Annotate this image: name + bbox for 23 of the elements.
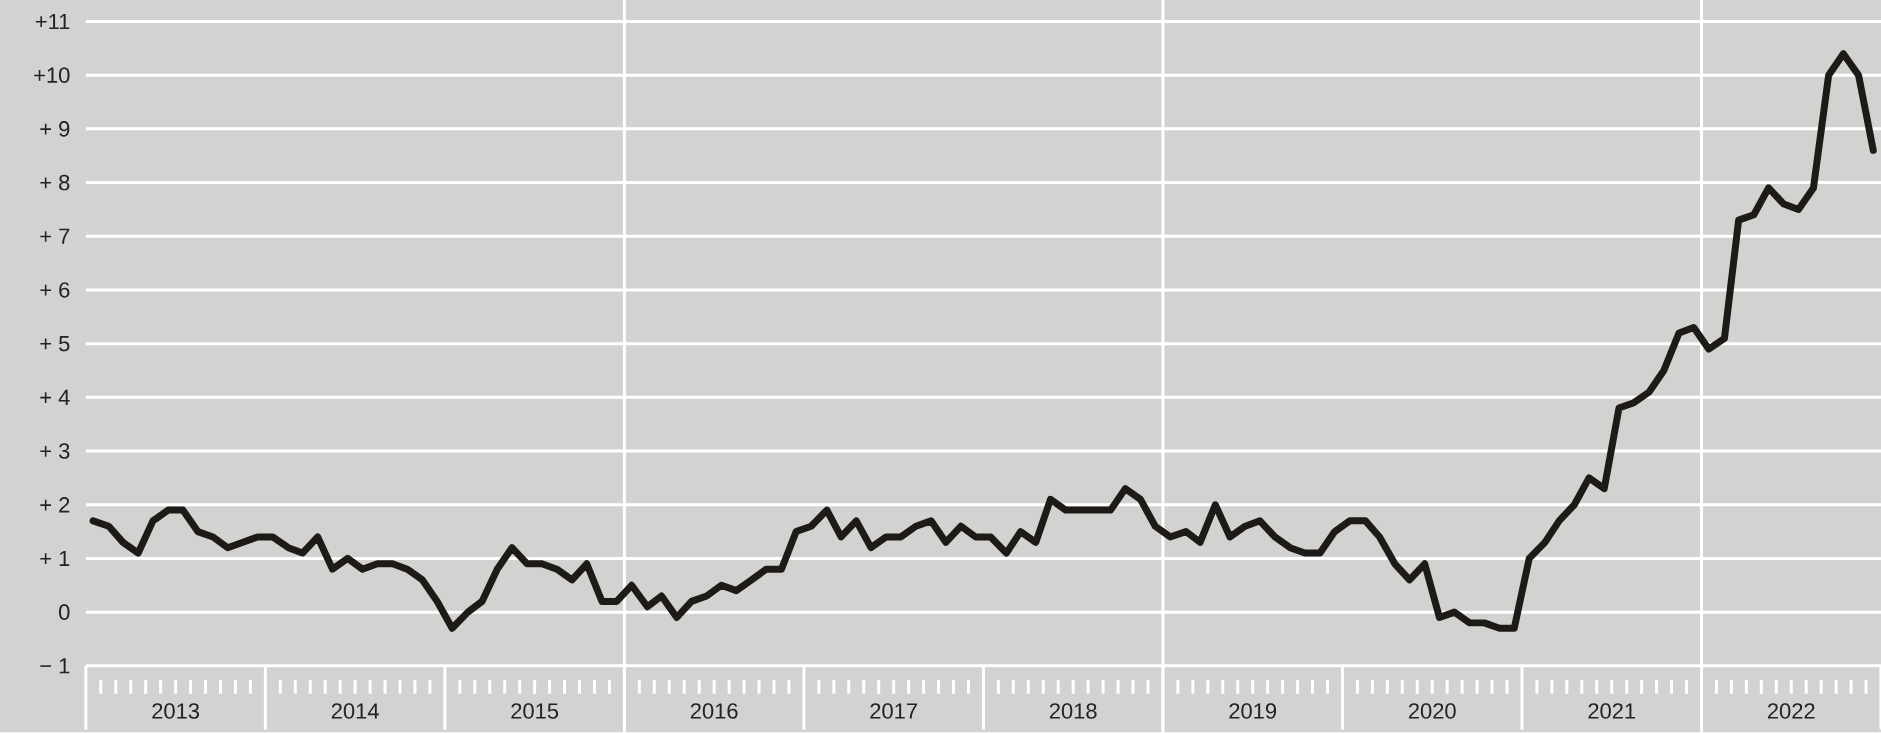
y-tick-label: + 7 — [40, 228, 70, 244]
x-tick-label: 2013 — [152, 703, 200, 719]
x-tick-label: 2018 — [1049, 703, 1097, 719]
y-tick-label: 0 — [59, 604, 70, 621]
y-tick-label: + 3 — [40, 443, 70, 459]
x-tick-label: 2022 — [1767, 703, 1815, 719]
x-tick-label: 2014 — [331, 703, 379, 719]
x-tick-label: 2019 — [1229, 703, 1277, 719]
y-tick-label: +11 — [35, 14, 70, 30]
y-tick-label: + 9 — [40, 121, 70, 137]
y-tick-label: + 6 — [40, 282, 70, 298]
x-tick-label: 2020 — [1408, 703, 1456, 719]
x-tick-label: 2015 — [511, 703, 559, 719]
y-tick-label: + 1 — [40, 551, 70, 567]
y-tick-label: + 2 — [40, 497, 70, 513]
x-tick-label: 2017 — [870, 703, 917, 719]
y-tick-label: + 8 — [40, 174, 70, 191]
x-tick-label: 2021 — [1588, 703, 1636, 719]
y-tick-label: + 5 — [40, 336, 70, 352]
y-tick-label: + 4 — [40, 389, 70, 406]
y-tick-label: +10 — [34, 67, 70, 84]
y-tick-label: − 1 — [40, 658, 70, 674]
x-tick-label: 2016 — [690, 703, 738, 719]
